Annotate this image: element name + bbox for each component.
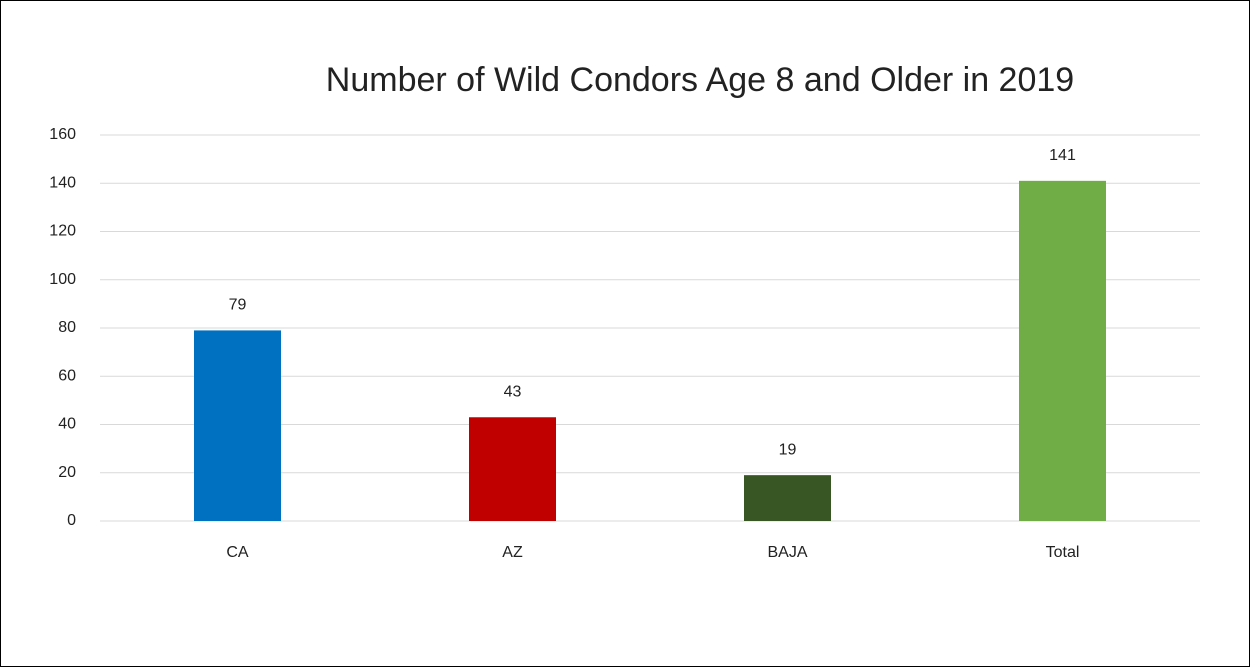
x-tick-label: CA bbox=[226, 544, 249, 561]
y-tick-label: 140 bbox=[49, 174, 76, 191]
y-tick-label: 40 bbox=[58, 416, 76, 433]
data-label: 79 bbox=[229, 297, 247, 314]
y-tick-label: 20 bbox=[58, 464, 76, 481]
data-label: 43 bbox=[504, 383, 522, 400]
x-tick-label: Total bbox=[1046, 544, 1080, 561]
bar bbox=[469, 417, 556, 521]
data-label: 141 bbox=[1049, 147, 1076, 164]
y-tick-label: 80 bbox=[58, 319, 76, 336]
bar bbox=[1019, 180, 1106, 521]
data-label: 19 bbox=[779, 441, 797, 458]
y-tick-label: 160 bbox=[49, 126, 76, 143]
chart-title: Number of Wild Condors Age 8 and Older i… bbox=[326, 61, 1074, 99]
bar bbox=[744, 475, 831, 521]
y-tick-label: 120 bbox=[49, 223, 76, 240]
y-tick-label: 0 bbox=[67, 512, 76, 529]
x-tick-label: BAJA bbox=[767, 544, 807, 561]
x-tick-label: AZ bbox=[502, 544, 523, 561]
y-tick-label: 100 bbox=[49, 271, 76, 288]
y-tick-label: 60 bbox=[58, 367, 76, 384]
bar bbox=[194, 330, 281, 521]
